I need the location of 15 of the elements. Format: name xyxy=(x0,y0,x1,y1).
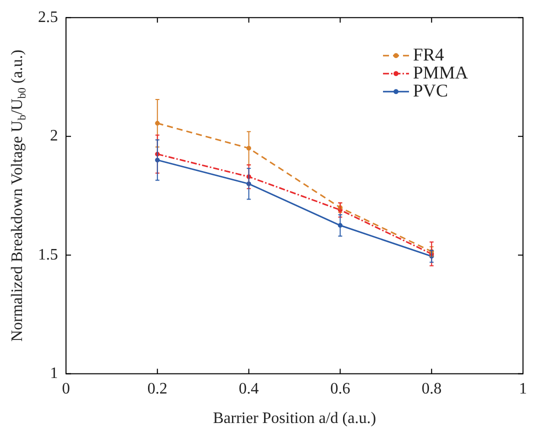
x-tick-label: 0.6 xyxy=(330,380,350,398)
y-axis-title: Normalized Breakdown Voltage Ub/Ub0 (a.u.) xyxy=(9,50,29,342)
y-tick-label: 1.5 xyxy=(38,246,58,264)
x-tick-label: 0.2 xyxy=(147,380,168,398)
x-tick-label: 1 xyxy=(519,380,527,398)
y-tick-label: 2.5 xyxy=(38,8,58,26)
x-axis-title: Barrier Position a/d (a.u.) xyxy=(212,410,376,428)
x-tick-label: 0 xyxy=(62,380,70,398)
y-tick-label: 2 xyxy=(50,128,58,145)
x-tick-label: 0.8 xyxy=(422,380,442,398)
legend-label: FR4 xyxy=(413,44,444,64)
legend-label: PVC xyxy=(413,80,448,100)
legend-label: PMMA xyxy=(413,62,468,82)
y-tick-label: 1 xyxy=(50,365,58,382)
x-tick-label: 0.4 xyxy=(238,380,259,398)
